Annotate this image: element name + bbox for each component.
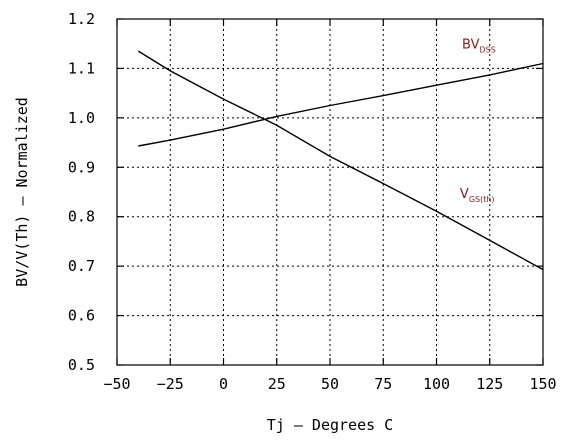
- tick-labels: −50 −25 0 25 50 75 100 125 150 0.5 0.6 0.7 0.8 0.9 1.0…: [68, 10, 557, 393]
- x-tick-label: −50: [103, 375, 130, 393]
- series: [137, 50, 544, 271]
- y-tick-label: 1.1: [68, 59, 95, 77]
- x-tick-label: 125: [476, 375, 503, 393]
- x-tick-label: 50: [321, 375, 339, 393]
- y-tick-label: 1.2: [68, 10, 95, 28]
- series-line-vgsth: [137, 50, 544, 271]
- y-tick-label: 0.8: [68, 208, 95, 226]
- x-tick-label: 0: [219, 375, 228, 393]
- series-line-bvdss: [138, 62, 544, 147]
- y-tick-label: 1.0: [68, 109, 95, 127]
- y-axis-label: BV/V(Th) – Normalized: [13, 97, 31, 287]
- grid: [117, 19, 543, 365]
- annotation-main-text: BV: [462, 38, 480, 53]
- annotation-vgsth: VGS(th): [460, 187, 495, 204]
- annotation-subscript: DSS: [479, 46, 495, 55]
- x-tick-label: 75: [374, 375, 392, 393]
- annotation-subscript: GS(th): [469, 195, 495, 204]
- x-tick-label: −25: [157, 375, 184, 393]
- y-tick-label: 0.5: [68, 356, 95, 374]
- x-tick-label: 150: [529, 375, 556, 393]
- y-tick-label: 0.7: [68, 257, 95, 275]
- annotations: BVDSS VGS(th): [460, 38, 496, 204]
- y-tick-label: 0.9: [68, 158, 95, 176]
- y-tick-label: 0.6: [68, 307, 95, 325]
- annotation-bvdss: BVDSS: [462, 38, 496, 55]
- x-tick-label: 25: [268, 375, 286, 393]
- plot-area: [116, 18, 544, 366]
- x-axis-label: Tj – Degrees C: [267, 416, 393, 434]
- annotation-main-text: V: [460, 187, 469, 202]
- x-tick-label: 100: [423, 375, 450, 393]
